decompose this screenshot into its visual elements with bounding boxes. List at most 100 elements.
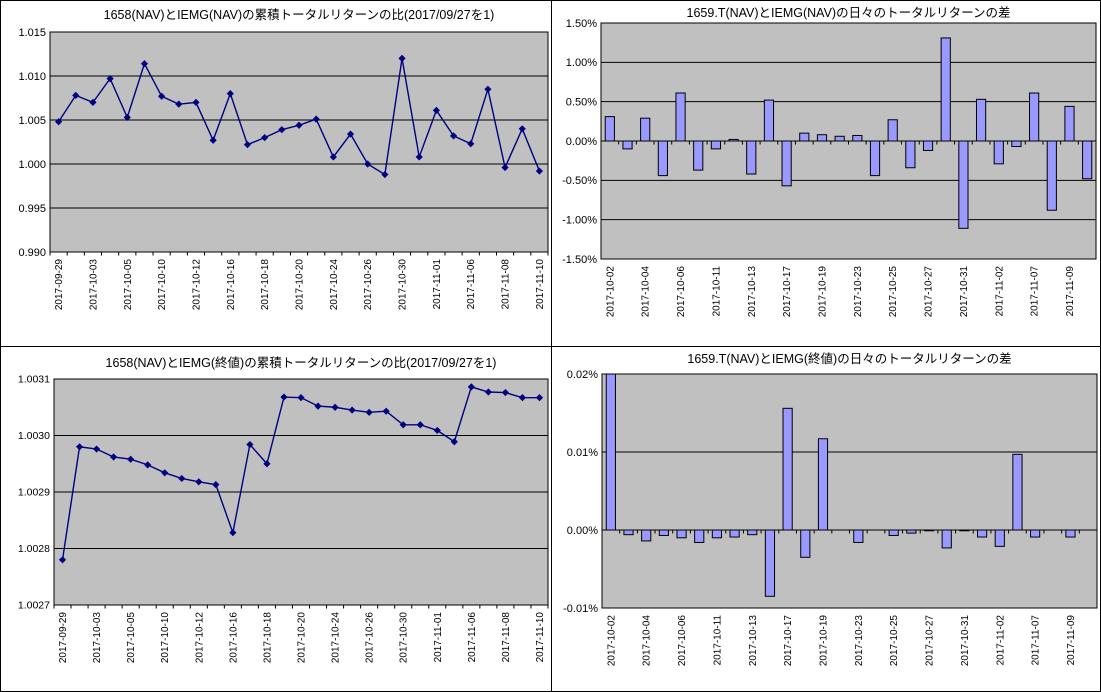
- bar: [658, 529, 669, 536]
- x-axis-tick-label: 2017-10-12: [194, 612, 205, 664]
- data-point-marker: [348, 406, 356, 414]
- bar: [941, 529, 952, 549]
- panel-separator-horizontal: [1, 346, 1100, 347]
- chart-canvas: 1.015 1.010 1.005 1.000 0.995 0.990 2017-09-29…: [18, 27, 549, 311]
- data-point-marker: [261, 134, 269, 142]
- bar: [693, 140, 704, 171]
- bar: [657, 140, 668, 177]
- x-axis-tick-label: 2017-09-29: [58, 612, 69, 664]
- y-axis-tick-label: 1.005: [18, 115, 46, 127]
- bar: [816, 134, 828, 142]
- chart-title: 1659.T(NAV)とIEMG(終値)の日々のトータルリターンの差: [687, 352, 1012, 366]
- bar: [817, 438, 829, 531]
- x-axis-tick-label: 2017-11-10: [535, 259, 546, 310]
- bar: [764, 529, 776, 597]
- data-point-marker: [263, 460, 271, 468]
- plot-area: [601, 373, 1098, 609]
- y-axis-tick-label: 1.0027: [18, 600, 50, 612]
- x-axis-tick-label: 2017-10-19: [817, 266, 828, 318]
- bar: [729, 529, 740, 538]
- bar: [1064, 105, 1075, 142]
- bar: [622, 140, 633, 150]
- bar: [975, 98, 987, 142]
- x-axis-tick-label: 2017-11-08: [501, 612, 512, 663]
- x-axis-tick-label: 2017-10-06: [676, 266, 687, 318]
- x-axis-tick-label: 2017-10-24: [331, 612, 342, 664]
- data-point-marker: [398, 54, 406, 62]
- x-axis-tick-label: 2017-10-03: [92, 612, 103, 664]
- x-axis-tick-label: 2017-10-27: [925, 615, 936, 667]
- y-axis-tick-label: 0.00%: [567, 525, 598, 537]
- bar: [710, 140, 722, 150]
- chart-canvas: 0.02% 0.01% 0.00% -0.01% 2017-10-02 2017-10-0…: [563, 369, 1098, 667]
- x-axis-tick-label: 2017-10-30: [398, 259, 409, 311]
- bar: [1030, 529, 1041, 538]
- y-axis-tick-label: 1.0029: [18, 487, 50, 499]
- bar: [1082, 140, 1093, 180]
- x-axis-tick-label: 2017-11-10: [535, 612, 546, 663]
- x-axis-tick-label: 2017-11-06: [467, 612, 478, 663]
- data-point-marker: [381, 170, 389, 179]
- x-axis-tick-label: 2017-11-01: [433, 612, 444, 663]
- bar: [747, 529, 758, 536]
- y-axis-tick-label: 1.0030: [18, 430, 50, 442]
- x-axis-tick-label: 2017-10-13: [747, 266, 758, 318]
- data-point-marker: [535, 167, 544, 175]
- y-axis-tick-label: -1.50%: [562, 254, 597, 266]
- x-axis-tick-label: 2017-10-10: [160, 612, 171, 664]
- y-axis-tick-label: 1.50%: [566, 18, 597, 30]
- x-axis-tick-label: 2017-10-16: [226, 259, 237, 311]
- data-point-marker: [501, 163, 509, 172]
- x-axis-tick-label: 2017-10-20: [295, 259, 306, 311]
- x-axis-tick-label: 2017-10-24: [329, 259, 340, 311]
- data-point-marker: [140, 60, 149, 68]
- y-axis-tick-label: 1.0028: [18, 543, 50, 555]
- x-axis-tick-label: 2017-10-25: [889, 615, 900, 667]
- bar: [994, 529, 1005, 547]
- bar: [1012, 453, 1023, 531]
- y-axis-tick-label: 0.02%: [567, 369, 598, 381]
- y-axis-tick-label: 0.995: [18, 203, 46, 215]
- x-axis-tick-label: 2017-10-05: [126, 612, 137, 664]
- bar: [623, 529, 634, 536]
- x-axis-tick-label: 2017-10-18: [262, 612, 273, 664]
- plot-area: [49, 31, 549, 253]
- y-axis-tick-label: -0.01%: [563, 603, 598, 615]
- x-axis-tick-label: 2017-10-10: [157, 259, 168, 311]
- bar: [905, 140, 916, 169]
- x-axis-tick-label: 2017-10-26: [365, 612, 376, 664]
- y-axis-tick-label: 1.000: [18, 159, 46, 171]
- x-axis-tick-label: 2017-10-30: [399, 612, 410, 664]
- bar: [940, 37, 951, 142]
- data-point-marker: [226, 90, 234, 98]
- bar: [1046, 140, 1057, 211]
- x-axis-tick-label: 2017-11-01: [432, 259, 443, 310]
- data-point-marker: [484, 85, 492, 93]
- x-axis-tick-label: 2017-10-20: [297, 612, 308, 664]
- data-point-marker: [467, 140, 475, 148]
- data-point-marker: [312, 115, 320, 123]
- data-point-marker: [449, 132, 458, 140]
- data-point-marker: [484, 388, 492, 396]
- x-axis-tick-label: 2017-11-09: [1066, 615, 1077, 666]
- chart-canvas: 1.50% 1.00% 0.50% 0.00% -0.50% -1.00% -1.50% 20…: [562, 18, 1097, 318]
- y-axis-tick-label: 1.00%: [566, 57, 597, 69]
- data-point-marker: [295, 121, 303, 129]
- x-axis-tick-label: 2017-10-18: [260, 259, 271, 311]
- x-axis-tick-label: 2017-10-12: [191, 259, 202, 311]
- bar: [869, 140, 881, 177]
- bar: [888, 529, 899, 536]
- x-axis-tick-label: 2017-10-13: [748, 615, 759, 667]
- bar: [958, 140, 969, 229]
- data-point-marker: [144, 461, 152, 469]
- data-point-marker: [364, 160, 372, 168]
- bar: [834, 135, 845, 142]
- data-point-marker: [278, 126, 286, 134]
- y-axis-tick-label: 0.00%: [566, 136, 597, 148]
- y-axis-tick-label: 0.990: [18, 247, 46, 259]
- chart-panel-cumulative-return-nav: 1658(NAV)とIEMG(NAV)の累積トータルリターンの比(2017/09…: [1, 1, 551, 346]
- chart-title: 1659.T(NAV)とIEMG(NAV)の日々のトータルリターンの差: [686, 6, 1011, 20]
- x-axis-tick-label: 2017-10-27: [924, 266, 935, 318]
- data-point-marker: [346, 130, 355, 138]
- bar: [641, 529, 652, 542]
